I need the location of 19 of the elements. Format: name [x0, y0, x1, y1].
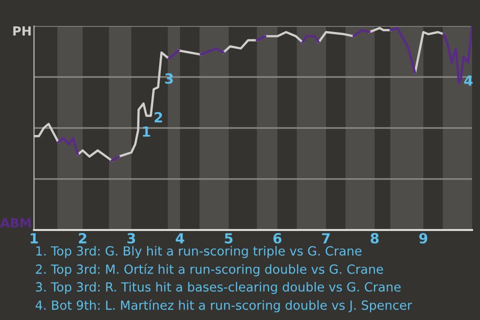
annotation: 3	[165, 73, 173, 84]
annotation: 4	[464, 76, 473, 86]
x-tick-label: 5	[224, 233, 233, 244]
text: 4. Bot 9th: L. Martínez hit a run-scoring double vs J. Spencer	[36, 300, 412, 312]
text: 3. Top 3rd: R. Titus hit a bases-clearing double vs G. Crane	[36, 282, 401, 294]
x-tick-label: 1	[30, 233, 38, 244]
text: PH	[13, 26, 31, 36]
text: 1. Top 3rd: G. Bly hit a run-scoring triple vs G. Crane	[36, 246, 362, 258]
x-tick-label: 8	[370, 233, 379, 244]
annotation: 2	[154, 112, 162, 122]
text: ABM	[0, 218, 31, 228]
x-tick-label: 4	[176, 233, 184, 244]
text: 2. Top 3rd: M. Ortíz hit a run-scoring double vs G. Crane	[36, 264, 384, 276]
x-tick-label: 9	[419, 233, 428, 244]
annotation: 1	[142, 126, 150, 137]
x-tick-label: 3	[127, 233, 136, 244]
x-tick-label: 6	[273, 233, 282, 244]
x-tick-label: 7	[322, 233, 330, 244]
x-tick-label: 2	[78, 233, 86, 244]
